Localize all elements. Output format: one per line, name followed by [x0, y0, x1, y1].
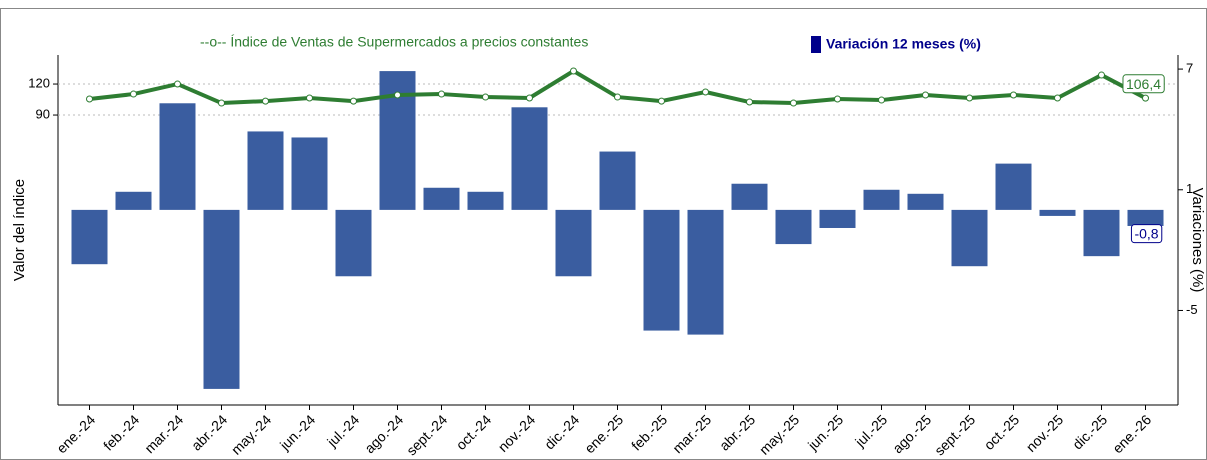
legend-bar: Variación 12 meses (%) [826, 36, 981, 52]
bar [995, 163, 1032, 210]
line-point [570, 67, 577, 75]
y2-tick-label: -5 [1186, 302, 1198, 317]
x-tick-label: oct.-25 [981, 411, 1023, 453]
line-point [130, 90, 137, 98]
bar [775, 209, 812, 245]
line-point [1010, 91, 1017, 99]
line-point [86, 95, 93, 103]
line-point [878, 96, 885, 104]
line-point [614, 93, 621, 101]
x-tick-label: abr.-24 [188, 411, 230, 453]
x-tick-label: ago.-25 [889, 411, 934, 456]
bar [555, 209, 592, 277]
line-point [526, 94, 533, 102]
x-tick-label: jun.-24 [276, 411, 318, 453]
x-tick-label: jun.-25 [804, 411, 846, 453]
bar [247, 131, 284, 210]
bar [643, 209, 680, 331]
line-point [218, 99, 225, 107]
x-tick-label: ago.-24 [361, 411, 406, 456]
x-tick-label: abr.-25 [716, 411, 758, 453]
x-tick-label: sept.-25 [931, 411, 978, 458]
y-tick-label: 90 [36, 106, 50, 121]
x-tick-label: dic.-24 [541, 411, 582, 452]
x-tick-label: nov.-24 [495, 411, 539, 455]
x-tick-label: jul.-25 [851, 411, 890, 450]
bar [687, 209, 724, 335]
line-point [1142, 94, 1149, 102]
y2-tick-label: 7 [1186, 61, 1193, 76]
line-point [350, 97, 357, 105]
x-tick-label: nov.-25 [1023, 411, 1067, 455]
x-tick-label: ene.-24 [53, 411, 98, 456]
line-point [658, 97, 665, 105]
line-point [702, 88, 709, 96]
line-point [262, 97, 269, 105]
bar [203, 209, 240, 389]
x-tick-label: oct.-24 [453, 411, 495, 453]
x-tick-label: dic.-25 [1069, 411, 1110, 452]
bar [731, 183, 768, 210]
bar [1127, 209, 1164, 226]
x-tick-label: ene.-26 [1109, 411, 1154, 456]
bar [951, 209, 988, 267]
x-tick-label: feb.-24 [100, 411, 142, 453]
frame [0, 8, 1207, 460]
bar [115, 191, 152, 210]
bar [1039, 209, 1076, 216]
bar [907, 193, 944, 210]
data-label-box [1122, 74, 1165, 94]
bar [511, 107, 548, 210]
x-tick-label: ene.-25 [581, 411, 626, 456]
bar [467, 191, 504, 210]
bar [423, 187, 460, 210]
bar [335, 209, 372, 277]
bar [599, 151, 636, 210]
bar [819, 209, 856, 228]
data-label: 106,4 [1126, 76, 1161, 92]
data-label-box [1130, 224, 1163, 244]
legend-swatch [811, 36, 821, 53]
line-point [174, 80, 181, 88]
x-tick-label: jul.-24 [323, 411, 362, 450]
bar [159, 103, 196, 210]
bar [863, 189, 900, 210]
bar [1083, 209, 1120, 257]
line-point [482, 93, 489, 101]
bar [291, 137, 328, 210]
x-tick-label: may.-25 [756, 411, 802, 457]
x-tick-label: mar.-25 [669, 411, 714, 456]
line-point [306, 94, 313, 102]
line-point [1098, 71, 1105, 79]
x-tick-label: mar.-24 [141, 411, 186, 456]
x-tick-label: may.-24 [228, 411, 274, 457]
y2-axis-label: Variaciones (%) [1189, 188, 1206, 293]
bar [71, 209, 108, 265]
line-point [746, 98, 753, 106]
y-axis-label: Valor del índice [11, 179, 28, 281]
line-point [438, 90, 445, 98]
line-point [394, 91, 401, 99]
y-tick-label: 120 [28, 75, 50, 90]
line-point [922, 91, 929, 99]
line-point [966, 94, 973, 102]
line-point [790, 99, 797, 107]
x-tick-label: feb.-25 [628, 411, 670, 453]
y2-tick-label: 1 [1186, 181, 1193, 196]
line-point [1054, 94, 1061, 102]
line-point [834, 95, 841, 103]
legend-line: --o-- Índice de Ventas de Supermercados … [200, 34, 588, 50]
x-tick-label: sept.-24 [403, 411, 450, 458]
data-label: -0,8 [1134, 226, 1158, 242]
